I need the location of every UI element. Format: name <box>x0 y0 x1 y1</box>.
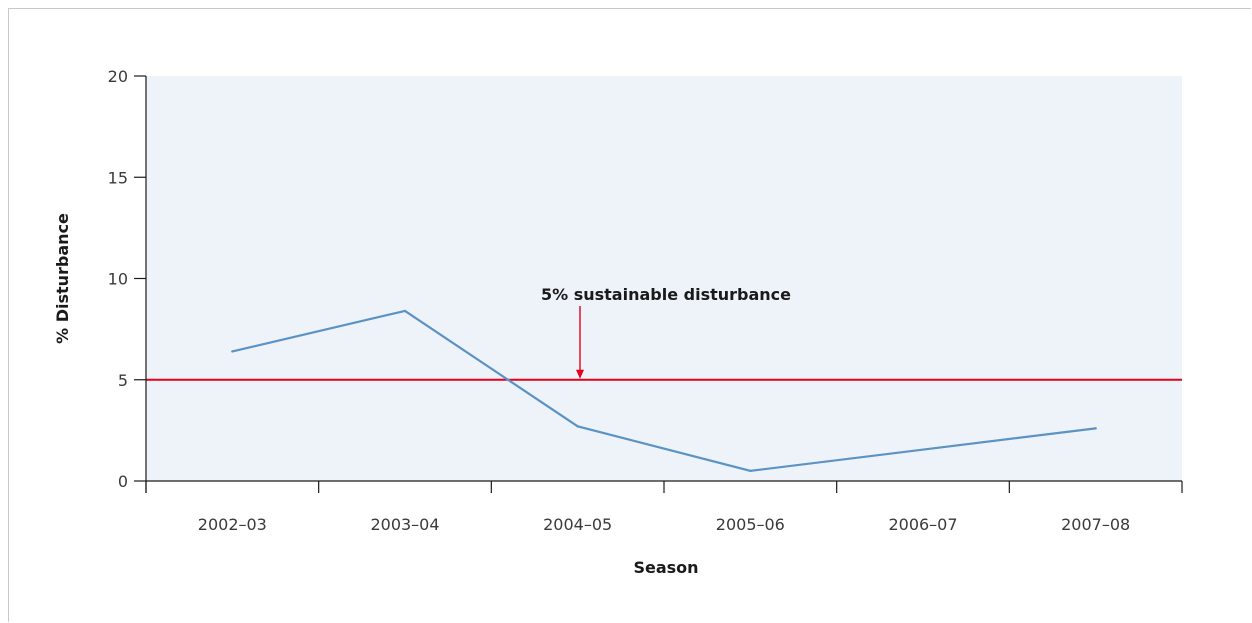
x-tick-label: 2003–04 <box>370 515 439 534</box>
y-tick-label: 20 <box>108 67 128 86</box>
x-tick-label: 2007–08 <box>1061 515 1130 534</box>
y-tick-label: 0 <box>118 472 128 491</box>
data-point <box>1094 427 1097 430</box>
y-tick-label: 15 <box>108 168 128 187</box>
annotation-arrow-head <box>576 369 584 379</box>
data-point <box>231 350 234 353</box>
data-point <box>403 309 407 313</box>
y-tick-label: 10 <box>108 270 128 289</box>
plot-area <box>146 76 1182 481</box>
x-tick-label: 2006–07 <box>888 515 957 534</box>
data-point <box>749 469 752 473</box>
y-tick-label: 5 <box>118 371 128 390</box>
reference-line-label: 5% sustainable disturbance <box>541 285 791 304</box>
x-tick-label: 2005–06 <box>716 515 785 534</box>
x-tick-label: 2002–03 <box>198 515 267 534</box>
data-point <box>576 425 579 428</box>
x-tick-label: 2004–05 <box>543 515 612 534</box>
y-axis-title: % Disturbance <box>53 213 72 344</box>
chart-frame <box>8 8 1251 622</box>
x-axis-title: Season <box>633 558 698 577</box>
